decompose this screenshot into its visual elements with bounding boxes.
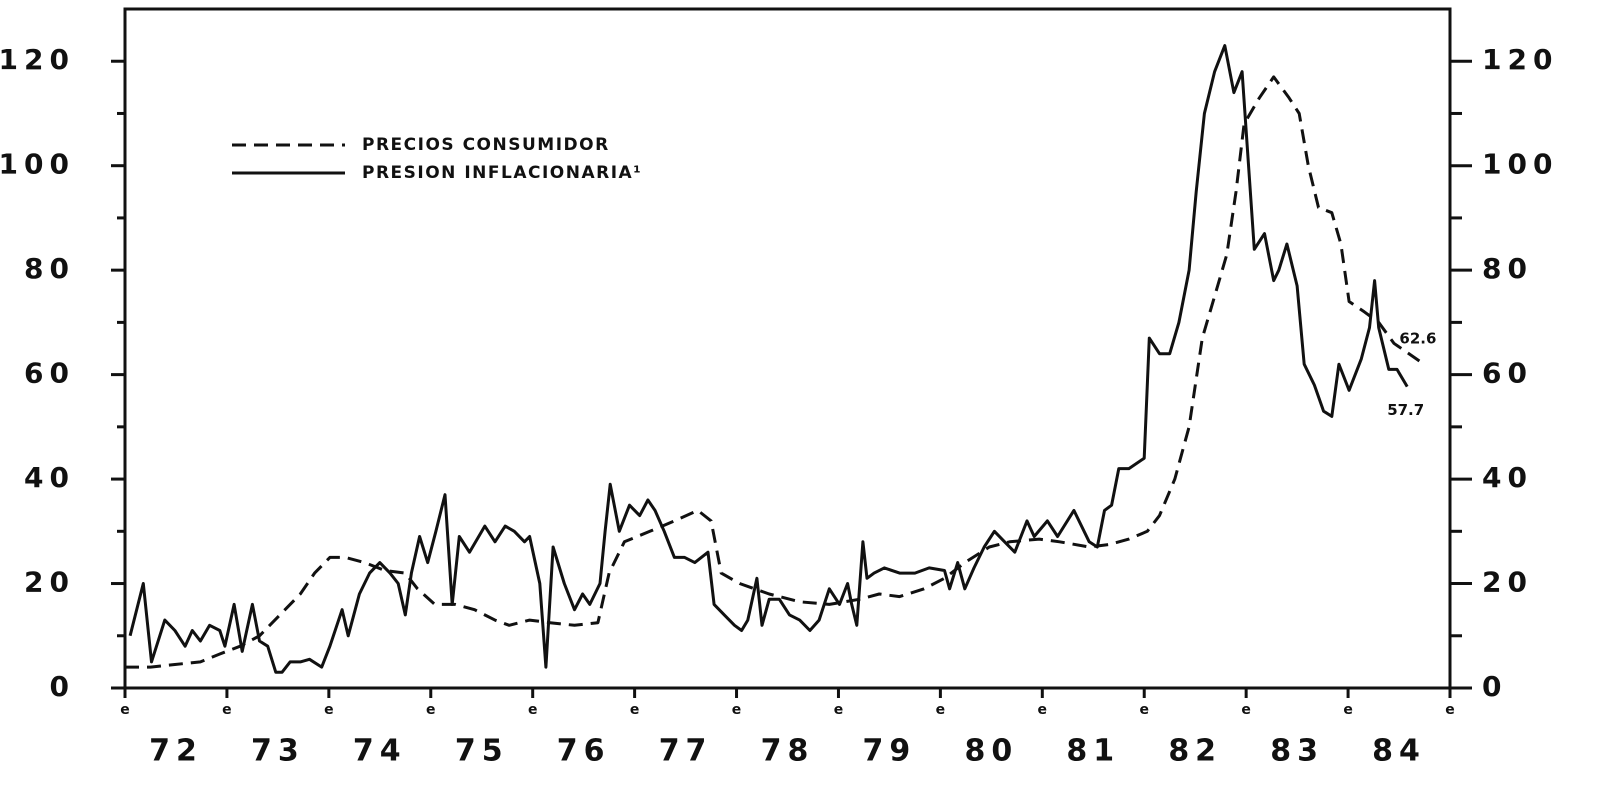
end-label: 57.7 [1387, 401, 1424, 419]
x-tick-label: e [1445, 702, 1455, 718]
series-line [128, 44, 1409, 674]
y-tick-label: 100 [0, 148, 75, 181]
x-tick-label: e [1038, 702, 1048, 718]
year-label: 75 [455, 734, 509, 769]
y2-tick-label: 40 [1482, 461, 1533, 494]
x-tick-label: e [222, 702, 232, 718]
x-tick-label: e [426, 702, 436, 718]
series-line [125, 75, 1421, 669]
x-tick-label: e [1343, 702, 1353, 718]
year-label: 84 [1372, 734, 1426, 769]
y-tick-label: 40 [24, 461, 75, 494]
end-label: 62.6 [1399, 330, 1436, 348]
year-label: 72 [149, 734, 203, 769]
year-label: 74 [353, 734, 407, 769]
x-tick-label: e [324, 702, 334, 718]
y2-tick-label: 60 [1482, 357, 1533, 390]
x-tick-label: e [1139, 702, 1149, 718]
y2-tick-label: 20 [1482, 566, 1533, 599]
legend-label: PRESION INFLACIONARIA¹ [362, 163, 642, 183]
year-label: 77 [659, 734, 713, 769]
x-tick-label: e [528, 702, 538, 718]
y2-tick-label: 80 [1482, 252, 1533, 285]
year-label: 80 [964, 734, 1018, 769]
year-label: 76 [557, 734, 611, 769]
x-tick-label: e [630, 702, 640, 718]
x-tick-label: e [732, 702, 742, 718]
y2-tick-label: 120 [1482, 43, 1558, 76]
y-tick-label: 0 [50, 670, 75, 703]
year-label: 83 [1270, 734, 1324, 769]
x-tick-label: e [1241, 702, 1251, 718]
y-tick-label: 20 [24, 566, 75, 599]
x-tick-label: e [120, 702, 130, 718]
year-label: 79 [863, 734, 917, 769]
y-tick-label: 60 [24, 357, 75, 390]
legend-label: PRECIOS CONSUMIDOR [362, 135, 610, 155]
x-tick-label: e [834, 702, 844, 718]
y2-tick-label: 0 [1482, 670, 1507, 703]
year-label: 78 [761, 734, 815, 769]
plot-frame [123, 7, 1452, 690]
x-tick-label: e [936, 702, 946, 718]
year-label: 81 [1066, 734, 1120, 769]
y-tick-label: 80 [24, 252, 75, 285]
y2-tick-label: 100 [1482, 148, 1558, 181]
y-tick-label: 120 [0, 43, 75, 76]
year-label: 82 [1168, 734, 1222, 769]
year-label: 73 [251, 734, 305, 769]
